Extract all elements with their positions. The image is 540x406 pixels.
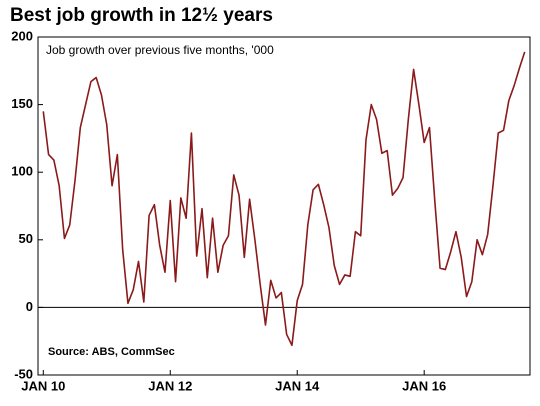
subtitle: Job growth over previous five months, '0… <box>46 43 274 57</box>
y-tick-label: 50 <box>19 231 33 246</box>
y-tick-label: 0 <box>26 299 33 314</box>
x-tick-label: JAN 10 <box>21 378 65 393</box>
source-note: Source: ABS, CommSec <box>48 346 175 358</box>
x-tick-label: JAN 12 <box>148 378 192 393</box>
y-tick-label: -50 <box>14 366 33 381</box>
data-line <box>42 51 526 347</box>
y-tick-label: 200 <box>11 28 33 43</box>
x-tick-label: JAN 16 <box>402 378 446 393</box>
x-tick-label: JAN 14 <box>275 378 320 393</box>
chart-title: Best job growth in 12½ years <box>10 5 273 26</box>
y-tick-label: 150 <box>11 96 33 111</box>
plot-frame <box>37 36 531 376</box>
y-tick-label: 100 <box>11 164 33 179</box>
